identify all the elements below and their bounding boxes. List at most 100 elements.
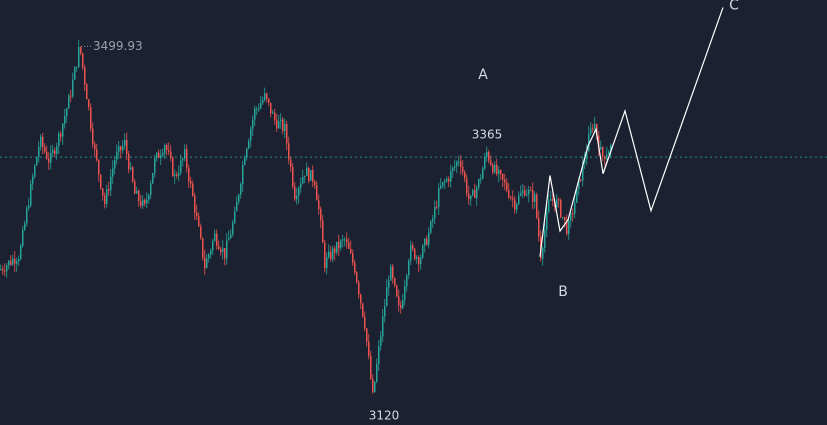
candle-body [180, 160, 182, 173]
candle-body [442, 182, 444, 186]
candle-body [256, 108, 258, 110]
candle-body [374, 381, 376, 392]
candle-body [344, 239, 346, 241]
candle-body [146, 199, 148, 204]
candle-body [582, 162, 584, 181]
candle-body [412, 245, 414, 249]
candle-body [424, 238, 426, 246]
candle-body [274, 112, 276, 121]
candle-body [138, 190, 140, 201]
candle-body [42, 136, 44, 147]
candle-body [590, 128, 592, 134]
candle-body [492, 164, 494, 173]
candle-body [454, 166, 456, 168]
candle-body [20, 245, 22, 259]
candle-body [186, 149, 188, 168]
candle-body [218, 245, 220, 250]
candle-body [36, 157, 38, 166]
candle-body [558, 199, 560, 201]
candle-body [120, 146, 122, 151]
candle-body [196, 212, 198, 217]
candle-body [104, 195, 106, 204]
candle-body [48, 158, 50, 163]
candle-body [414, 248, 416, 259]
candle-body [356, 272, 358, 283]
candle-body [78, 47, 80, 67]
candle-body [532, 190, 534, 202]
candle-body [28, 205, 30, 209]
price-label: 3365 [472, 127, 503, 141]
candle-body [254, 108, 256, 120]
candle-body [248, 140, 250, 149]
candle-body [404, 286, 406, 300]
candle-body [116, 152, 118, 160]
candle-body [220, 249, 222, 252]
candle-body [46, 151, 48, 159]
candle-body [426, 238, 428, 245]
candle-body [434, 206, 436, 219]
candle-body [216, 233, 218, 246]
candle-body [470, 195, 472, 200]
candle-body [330, 251, 332, 260]
candle-body [560, 200, 562, 218]
candle-body [556, 199, 558, 207]
candle-body [234, 211, 236, 223]
candle-body [550, 199, 552, 201]
candle-body [204, 257, 206, 269]
candle-body [224, 248, 226, 259]
candle-body [136, 190, 138, 194]
candle-body [250, 128, 252, 141]
candle-body [72, 79, 74, 97]
candle-body [318, 200, 320, 209]
candle-body [178, 172, 180, 176]
projection-wave-small [539, 127, 609, 257]
candle-body [140, 201, 142, 206]
candle-body [232, 222, 234, 235]
chart-labels: 3499.93 3365 3120 A B C [81, 0, 739, 422]
candle-body [74, 67, 76, 80]
candle-body [416, 257, 418, 259]
candle-body [380, 336, 382, 346]
candle-body [202, 237, 204, 258]
candle-body [38, 146, 40, 158]
candle-body [198, 216, 200, 227]
candle-body [486, 151, 488, 157]
candle-body [396, 285, 398, 297]
candle-body [60, 133, 62, 137]
candle-body [126, 140, 128, 155]
candle-body [150, 183, 152, 195]
candle-body [474, 190, 476, 198]
candle-body [594, 124, 596, 129]
candle-body [54, 150, 56, 154]
candle-body [592, 128, 594, 130]
candle-body [364, 316, 366, 329]
candle-body [88, 99, 90, 108]
candle-body [110, 176, 112, 191]
price-label: 3499.93 [93, 39, 143, 53]
candle-body [584, 159, 586, 163]
candle-body [166, 145, 168, 151]
candle-body [92, 128, 94, 145]
candle-body [350, 248, 352, 254]
candle-body [56, 146, 58, 154]
candle-body [132, 167, 134, 182]
candle-body [562, 217, 564, 218]
candle-body [378, 346, 380, 364]
candle-body [410, 245, 412, 261]
candle-body [472, 190, 474, 196]
candle-body [572, 213, 574, 215]
candle-body [76, 66, 78, 68]
candle-body [18, 258, 20, 262]
candle-body [384, 306, 386, 317]
candle-body [524, 190, 526, 196]
candle-body [90, 107, 92, 129]
candle-body [142, 199, 144, 206]
candle-body [430, 221, 432, 233]
candle-body [600, 147, 602, 150]
candle-body [238, 194, 240, 202]
candle-body [566, 220, 568, 234]
candle-body [390, 266, 392, 281]
candle-body [282, 119, 284, 131]
candle-body [210, 250, 212, 255]
